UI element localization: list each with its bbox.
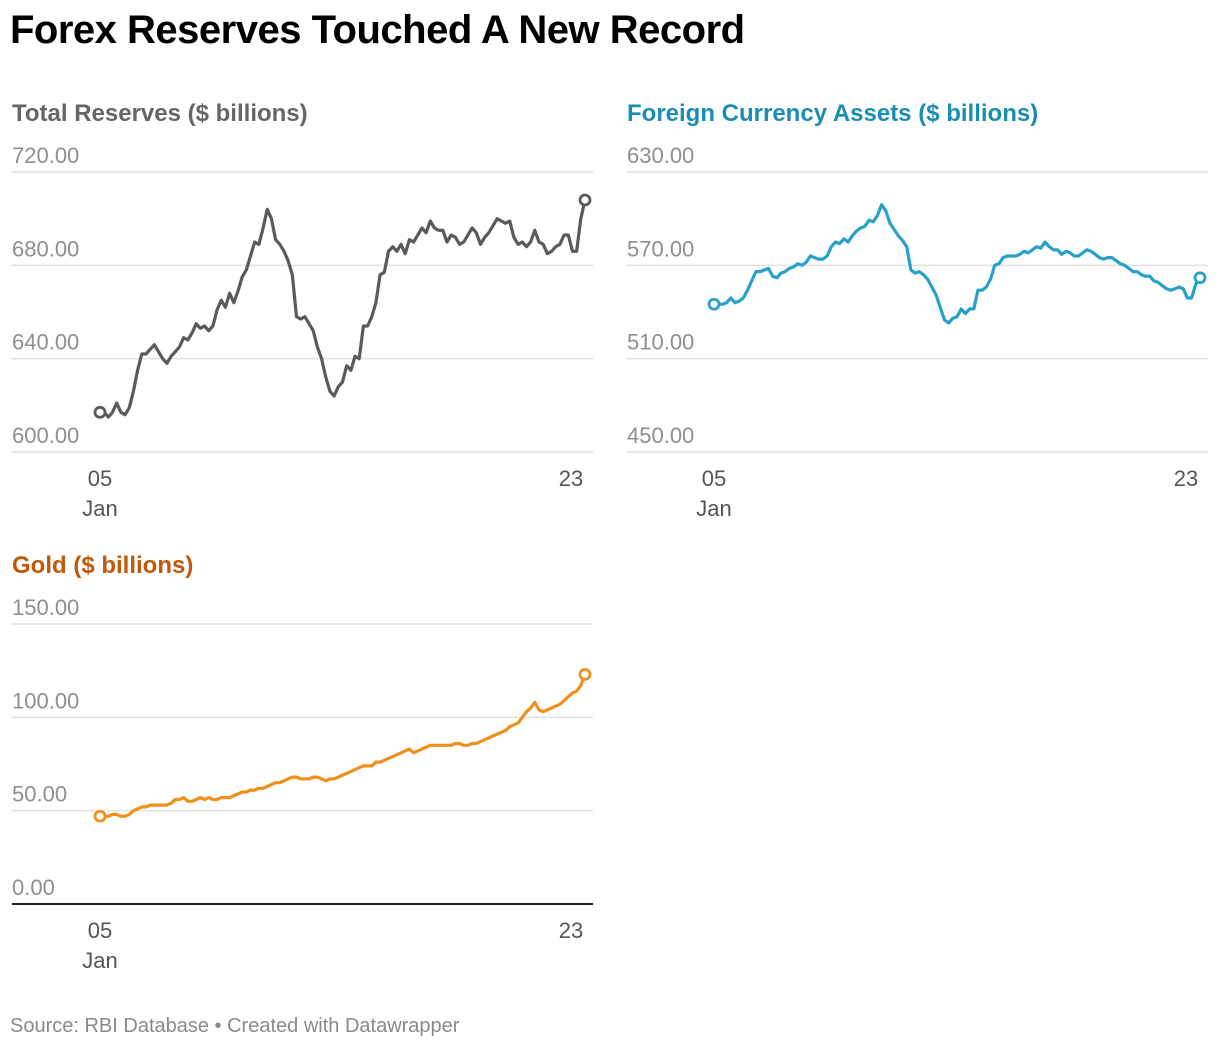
- y-tick-label: 720.00: [12, 143, 79, 168]
- y-tick-label: 600.00: [12, 423, 79, 448]
- y-tick-label: 150.00: [12, 595, 79, 620]
- panel-title-total-reserves: Total Reserves ($ billions): [12, 100, 308, 127]
- start-point: [707, 297, 721, 311]
- end-point: [578, 668, 592, 681]
- y-tick-label: 100.00: [12, 688, 79, 713]
- series-line: [712, 203, 1202, 325]
- chart-gold: 0.00 50.00 100.00 150.00 05 Jan 23: [12, 595, 593, 973]
- y-tick-label: 0.00: [12, 875, 55, 900]
- y-tick-label: 680.00: [12, 236, 79, 261]
- start-point: [93, 809, 107, 823]
- chart-foreign-currency-assets: 450.00 510.00 570.00 630.00 05 Jan 23: [627, 143, 1208, 521]
- page-title: Forex Reserves Touched A New Record: [10, 8, 745, 52]
- end-point: [1193, 271, 1207, 285]
- x-tick-label: 23: [559, 918, 583, 943]
- x-tick-label: 05: [88, 466, 112, 491]
- series-line: [98, 198, 587, 419]
- series-line: [98, 672, 587, 818]
- x-tick-label: 23: [559, 466, 583, 491]
- y-tick-label: 640.00: [12, 330, 79, 355]
- x-tick-sublabel: Jan: [696, 496, 731, 521]
- x-tick-label: 05: [702, 466, 726, 491]
- start-point: [93, 405, 107, 419]
- y-tick-label: 510.00: [627, 330, 694, 355]
- y-tick-label: 630.00: [627, 143, 694, 168]
- chart-total-reserves: 600.00 640.00 680.00 720.00 05 Jan 23: [12, 143, 593, 521]
- x-tick-sublabel: Jan: [82, 948, 117, 973]
- panel-title-foreign-currency-assets: Foreign Currency Assets ($ billions): [627, 100, 1039, 127]
- y-tick-label: 50.00: [12, 782, 67, 807]
- x-tick-label: 05: [88, 918, 112, 943]
- y-tick-label: 570.00: [627, 236, 694, 261]
- x-tick-sublabel: Jan: [82, 496, 117, 521]
- source-note: Source: RBI Database • Created with Data…: [10, 1015, 460, 1037]
- x-tick-label: 23: [1174, 466, 1198, 491]
- y-tick-label: 450.00: [627, 423, 694, 448]
- panel-title-gold: Gold ($ billions): [12, 552, 194, 579]
- end-point: [578, 193, 592, 207]
